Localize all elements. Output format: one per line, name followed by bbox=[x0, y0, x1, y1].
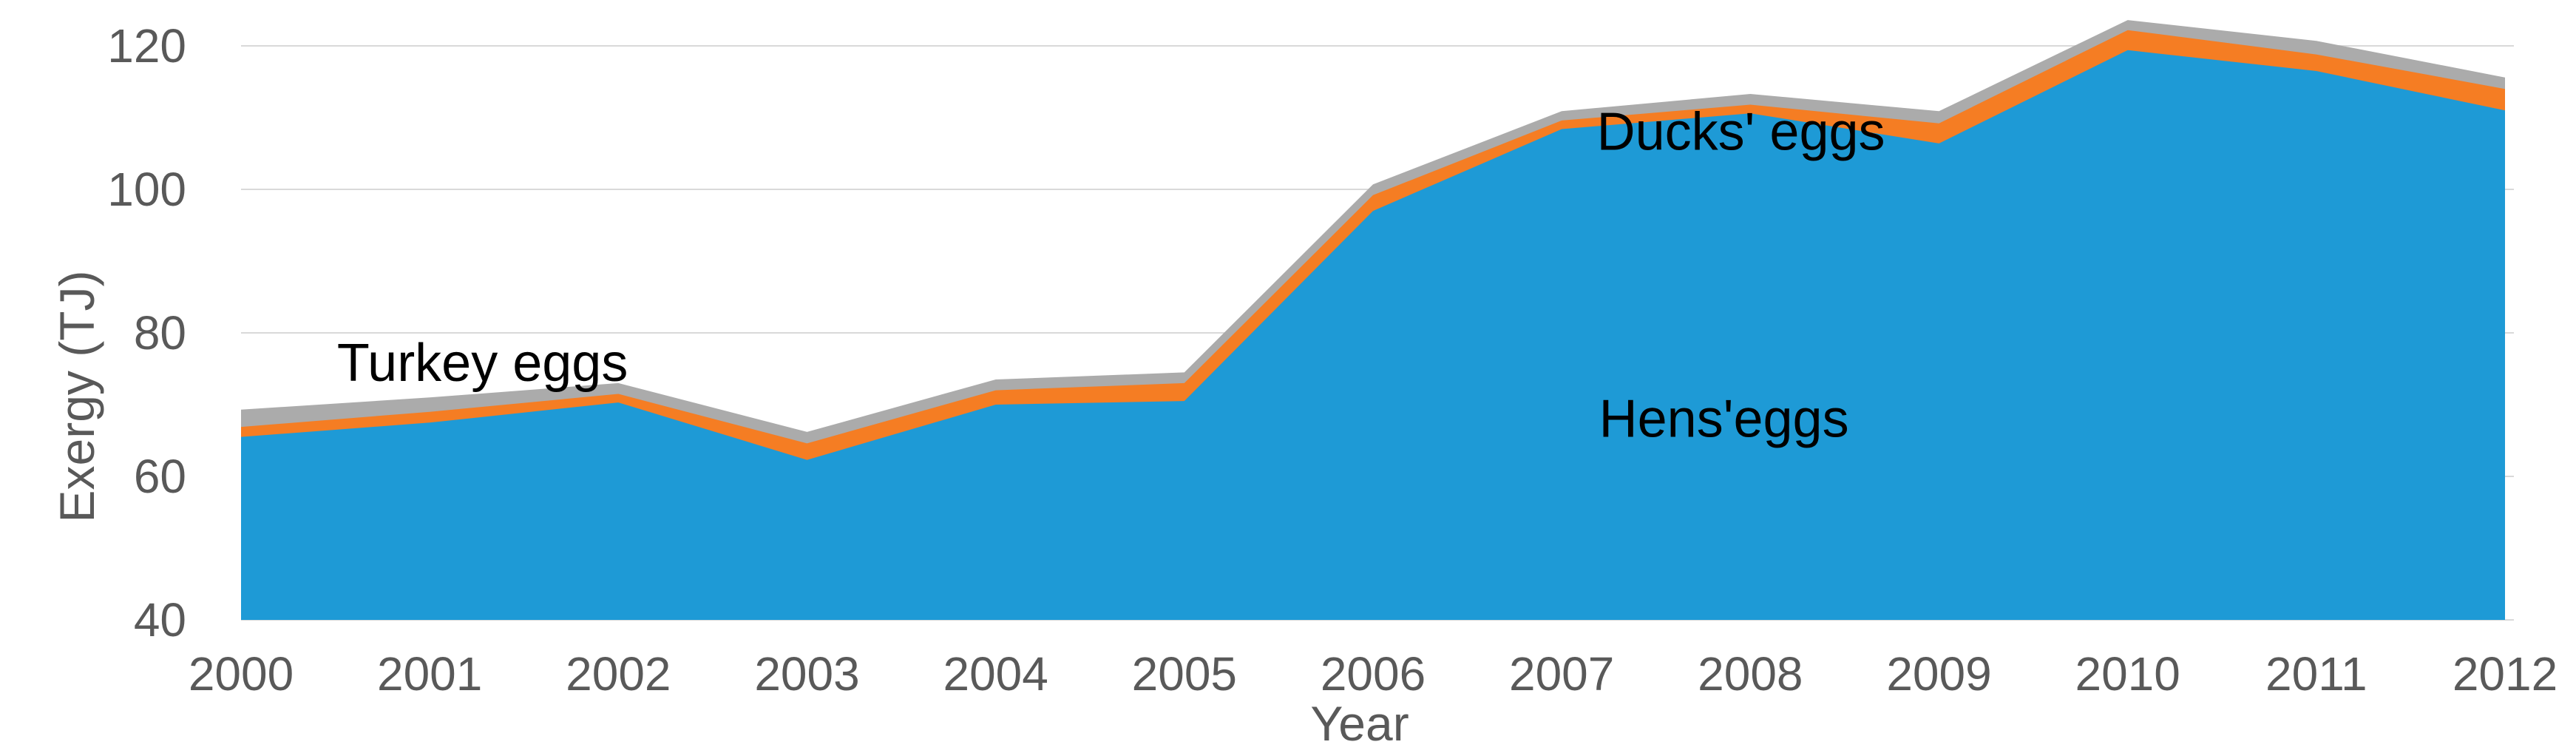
x-tick-label: 2008 bbox=[1698, 647, 1803, 701]
x-tick-label: 2012 bbox=[2453, 647, 2558, 701]
area-hens-eggs bbox=[241, 50, 2505, 621]
y-tick-label: 80 bbox=[134, 306, 186, 360]
x-tick-label: 2003 bbox=[754, 647, 859, 701]
x-tick-label: 2002 bbox=[566, 647, 671, 701]
x-tick-label: 2001 bbox=[377, 647, 482, 701]
x-tick-label: 2004 bbox=[943, 647, 1048, 701]
area-series bbox=[241, 20, 2505, 621]
annotation-ducks-eggs: Ducks' eggs bbox=[1597, 102, 1885, 161]
x-tick-label: 2007 bbox=[1509, 647, 1614, 701]
x-tick-label: 2009 bbox=[1886, 647, 1991, 701]
y-tick-label: 100 bbox=[107, 163, 186, 216]
x-tick-label: 2011 bbox=[2265, 647, 2367, 701]
y-axis-title: Exergy (TJ) bbox=[50, 270, 104, 522]
annotation-hens-eggs: Hens'eggs bbox=[1599, 389, 1849, 448]
x-tick-label: 2000 bbox=[189, 647, 294, 701]
annotation-turkey-eggs: Turkey eggs bbox=[337, 334, 628, 393]
x-tick-label: 2010 bbox=[2075, 647, 2180, 701]
x-tick-label: 2005 bbox=[1132, 647, 1237, 701]
y-axis-tick-labels: 40 60 80 100 120 bbox=[107, 19, 186, 647]
x-axis-title: Year bbox=[1310, 696, 1409, 751]
y-tick-label: 40 bbox=[134, 593, 186, 647]
x-axis-tick-labels: 2000 2001 2002 2003 2004 2005 2006 2007 2008 2009… bbox=[189, 647, 2558, 701]
y-tick-label: 120 bbox=[107, 19, 186, 72]
x-tick-label: 2006 bbox=[1321, 647, 1426, 701]
y-tick-label: 60 bbox=[134, 450, 186, 503]
series-annotations: Turkey eggs Ducks' eggs Hens'eggs bbox=[337, 102, 1885, 448]
